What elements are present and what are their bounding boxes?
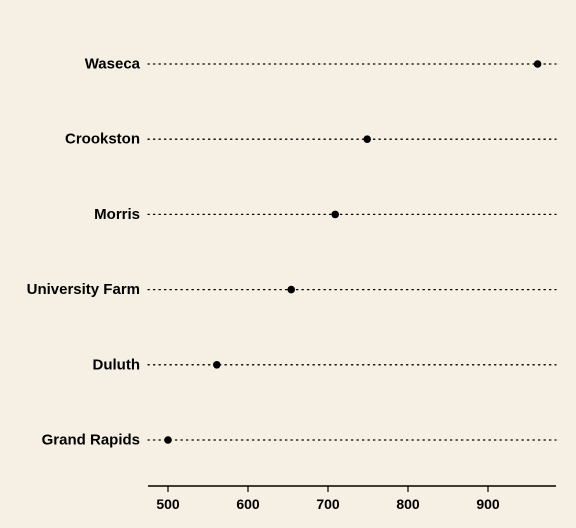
data-point-duluth bbox=[213, 361, 221, 369]
category-label-waseca: Waseca bbox=[85, 56, 141, 73]
data-point-grand-rapids bbox=[164, 436, 172, 444]
x-tick-label-800: 800 bbox=[396, 496, 420, 512]
guide-lines bbox=[147, 63, 557, 441]
x-axis: 500 600 700 800 900 bbox=[148, 485, 556, 512]
category-label-grand-rapids: Grand Rapids bbox=[42, 432, 140, 449]
x-tick-label-700: 700 bbox=[316, 496, 340, 512]
x-tick-label-600: 600 bbox=[236, 496, 260, 512]
data-point-crookston bbox=[363, 135, 372, 143]
category-label-university-farm: University Farm bbox=[27, 281, 140, 298]
x-tick-label-900: 900 bbox=[476, 496, 500, 512]
category-label-duluth: Duluth bbox=[93, 356, 140, 373]
category-labels: Waseca Crookston Morris University Farm Dulu… bbox=[27, 56, 141, 449]
data-point-university-farm bbox=[287, 285, 296, 294]
x-tick-label-500: 500 bbox=[156, 496, 180, 512]
data-point-waseca bbox=[533, 60, 542, 68]
category-label-crookston: Crookston bbox=[65, 131, 140, 148]
data-points bbox=[164, 60, 542, 444]
data-point-morris bbox=[331, 210, 340, 219]
category-label-morris: Morris bbox=[94, 206, 140, 223]
